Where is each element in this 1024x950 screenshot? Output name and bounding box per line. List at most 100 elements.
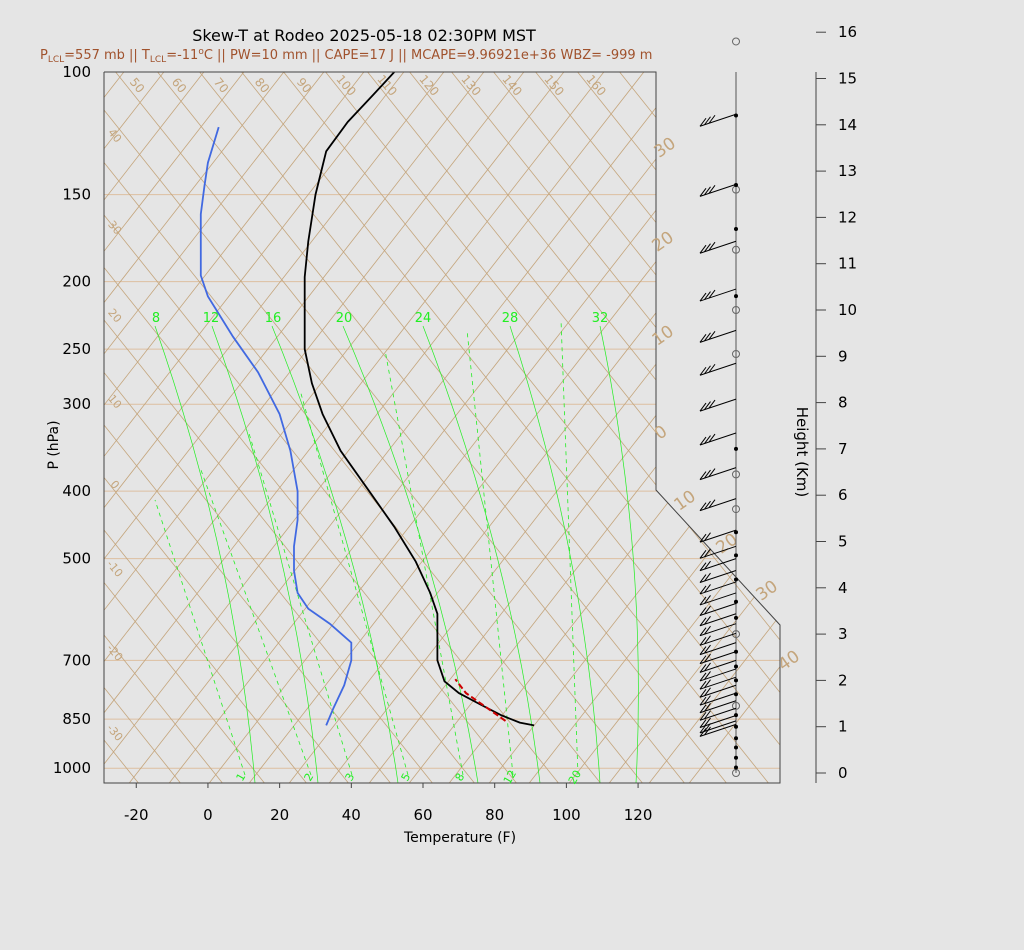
wind-barb-feather — [704, 710, 711, 720]
wind-barb-feather — [699, 627, 707, 637]
wind-barb-feather — [699, 696, 707, 706]
wind-barb-feather — [704, 615, 711, 625]
mixing-ratio-label: 12 — [203, 311, 220, 326]
wind-barb-shaft — [699, 498, 737, 512]
dry-adiabat-line — [104, 72, 643, 783]
plot-frame — [103, 71, 781, 784]
wind-barb-feather — [699, 533, 707, 543]
mixing-ratio-line — [154, 499, 246, 776]
dry-adiabat-line — [788, 72, 1024, 783]
isotherm-line — [104, 72, 405, 783]
dry-adiabat-line — [104, 72, 517, 783]
y-tick-label: 200 — [62, 273, 91, 291]
y-tick-label: 400 — [62, 482, 91, 500]
wind-barb-feather — [699, 334, 707, 343]
temperature-profile — [303, 72, 535, 727]
wind-barb-feather — [704, 401, 711, 410]
wind-barb-feather — [708, 363, 716, 373]
isotherm-line — [104, 72, 325, 783]
wind-barb-shaft — [699, 676, 737, 690]
mixing-ratio-line — [247, 429, 353, 776]
isotherm-line — [104, 72, 445, 783]
height-tick-label: 8 — [838, 394, 848, 412]
mixing-ratio-bottom-label: 3 — [343, 771, 358, 784]
wind-barb-feather — [699, 292, 707, 302]
wind-barb-feather — [704, 595, 711, 604]
saturated-adiabat-line — [154, 325, 256, 783]
dry-adiabat-line — [283, 72, 780, 783]
parcel-profile — [454, 678, 507, 722]
height-tick-label: 15 — [838, 70, 857, 88]
dry-adiabat-line — [241, 72, 780, 783]
wind-barb-shaft — [699, 723, 737, 737]
isotherm-line — [128, 72, 685, 783]
x-tick-label: 20 — [270, 806, 289, 824]
wind-barb-feather — [708, 399, 716, 409]
isotherm-line — [368, 72, 780, 783]
wind-barb-feather — [704, 695, 711, 704]
wind-level-dot — [734, 294, 738, 299]
isotherm-label: 50 — [127, 75, 148, 96]
wind-level-dot — [734, 736, 738, 741]
isotherm-line — [104, 72, 525, 783]
dry-adiabat-line — [409, 72, 780, 783]
isotherm-line — [104, 72, 165, 783]
dry-adiabat-line — [367, 72, 780, 783]
mixing-ratio-label: 28 — [502, 311, 519, 326]
height-tick-label: 5 — [838, 533, 848, 551]
y-tick-label: 850 — [62, 710, 91, 728]
mixing-ratio-bottom-label: 5 — [399, 771, 414, 784]
y-tick-label: 150 — [62, 186, 91, 204]
isotherm-line — [288, 72, 780, 783]
wind-level-dot — [734, 664, 738, 669]
wind-barb-feather — [704, 723, 711, 732]
dry-adiabat-line — [104, 72, 139, 783]
height-tick-label: 1 — [838, 718, 848, 736]
isotherm-line — [0, 72, 44, 783]
chart-title: Skew-T at Rodeo 2025-05-18 02:30PM MST — [192, 26, 536, 45]
x-tick-label: 100 — [552, 806, 581, 824]
wind-level-dot — [734, 755, 738, 760]
wind-barb-feather — [704, 435, 711, 444]
isotherm-line — [104, 72, 645, 783]
moist-adiabat-label: 30 — [651, 134, 680, 163]
isotherm-line — [0, 72, 84, 783]
wind-barb-feather — [704, 572, 711, 582]
dry-adiabat-line — [104, 72, 349, 783]
wind-barb-shaft — [699, 398, 737, 412]
wind-barb-feather — [699, 724, 707, 734]
wind-barb-feather — [708, 185, 716, 194]
moist-adiabat-label: 30 — [753, 577, 782, 606]
isotherm-line — [208, 72, 765, 783]
isotherm-line — [648, 72, 780, 783]
y-tick-label: 100 — [62, 63, 91, 81]
isotherm-line — [104, 72, 605, 783]
dry-adiabat-label: 40 — [105, 126, 124, 145]
wind-level-dot — [734, 692, 738, 697]
isotherm-line — [488, 72, 780, 783]
wind-barb-shaft — [699, 545, 737, 559]
mixing-ratio-bottom-label: 1 — [234, 771, 249, 784]
x-tick-label: 40 — [342, 806, 361, 824]
isotherm-line — [608, 72, 780, 783]
wind-barb-feather — [708, 499, 716, 508]
dry-adiabat-line — [104, 72, 475, 783]
isotherm-line — [528, 72, 780, 783]
dry-adiabat-line — [104, 72, 559, 783]
x-tick-label: 60 — [413, 806, 432, 824]
isotherm-label: 160 — [583, 72, 608, 99]
isotherm-line — [104, 72, 285, 783]
dry-adiabat-label: 30 — [105, 218, 124, 237]
background-grid — [0, 72, 1024, 783]
y-tick-label: 700 — [62, 651, 91, 669]
wind-level-dot — [734, 724, 738, 729]
wind-barb-feather — [704, 332, 711, 342]
wind-barb-feather — [708, 289, 716, 299]
y-axis-label: P (hPa) — [46, 420, 62, 469]
wind-barb-shaft — [699, 684, 737, 698]
mixing-ratio-line — [299, 389, 409, 776]
wind-barb-feather — [704, 243, 711, 253]
wind-barb-feather — [699, 596, 707, 606]
wind-barb-shaft — [699, 581, 737, 595]
dry-adiabat-line — [619, 72, 780, 783]
